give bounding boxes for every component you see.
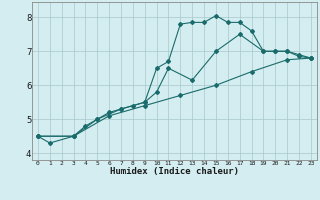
X-axis label: Humidex (Indice chaleur): Humidex (Indice chaleur) (110, 167, 239, 176)
